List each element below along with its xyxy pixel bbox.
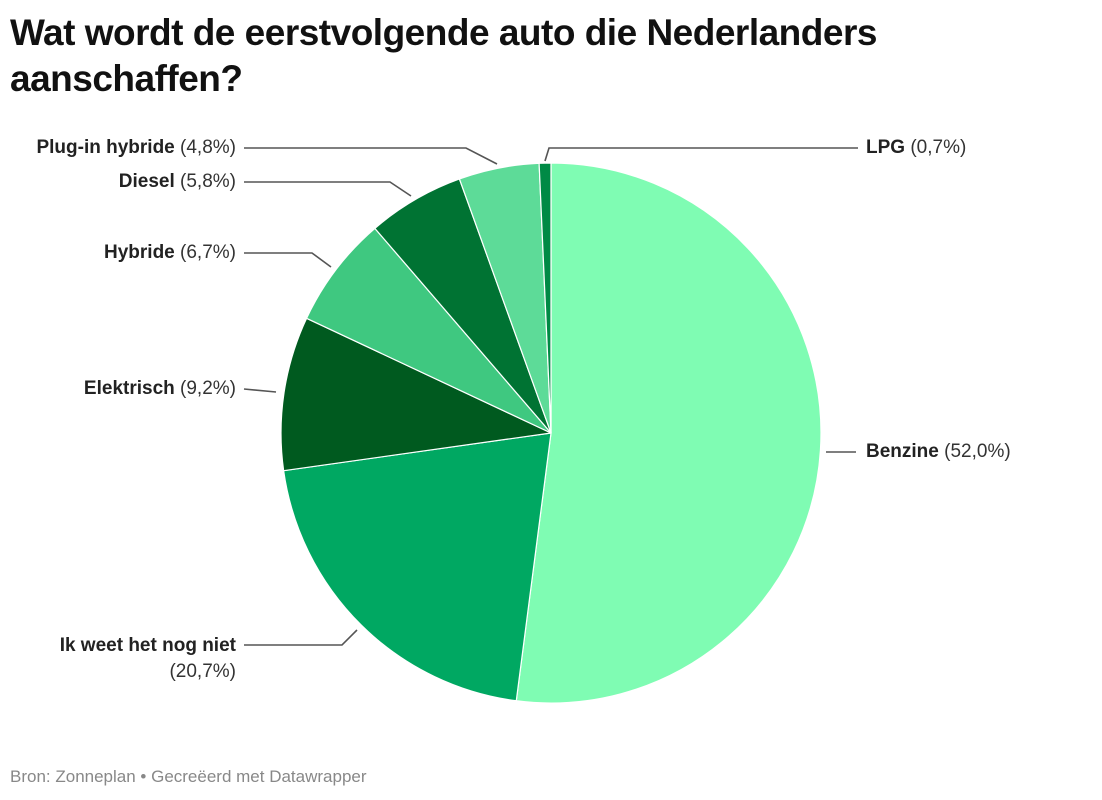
label-hybride-name: Hybride (104, 242, 175, 263)
label-benzine-name: Benzine (866, 441, 939, 462)
chart-title: Wat wordt de eerstvolgende auto die Nede… (10, 12, 877, 99)
label-elektrisch-value: (9,2%) (180, 378, 236, 399)
pie-slice-benzine (515, 162, 822, 704)
leader-line-lpg (544, 147, 858, 162)
pie-slice-elektrisch (280, 317, 552, 472)
label-diesel: Diesel (5,8%) (119, 170, 236, 194)
label-benzine-value: (52,0%) (944, 441, 1011, 462)
leader-line-ik-weet-het-nog-niet (244, 629, 358, 646)
label-plug-in-hybride-value: (4,8%) (180, 137, 236, 158)
pie-slice-hybride (305, 227, 552, 434)
pie-slice-ik-weet-het-nog-niet (283, 432, 552, 702)
leader-line-hybride (244, 252, 332, 268)
label-lpg: LPG (0,7%) (866, 136, 966, 160)
leader-line-diesel (244, 181, 412, 197)
label-plug-in-hybride: Plug-in hybride (4,8%) (36, 136, 236, 160)
label-hybride-value: (6,7%) (180, 242, 236, 263)
footer-source: Bron: Zonneplan • Gecreëerd met Datawrap… (10, 767, 367, 786)
label-benzine: Benzine (52,0%) (866, 440, 1011, 464)
label-lpg-name: LPG (866, 137, 906, 158)
label-elektrisch: Elektrisch (9,2%) (84, 377, 236, 401)
leader-line-plug-in-hybride (244, 147, 498, 165)
label-ik-weet-het-nog-niet-name: Ik weet het nog niet (59, 635, 236, 656)
label-elektrisch-name: Elektrisch (83, 378, 175, 399)
label-ik-weet-het-nog-niet: Ik weet het nog niet (20,7%) (60, 633, 236, 685)
label-plug-in-hybride-name: Plug-in hybride (36, 137, 175, 158)
label-diesel-name: Diesel (118, 171, 175, 192)
label-ik-weet-het-nog-niet-value: (20,7%) (169, 661, 236, 682)
pie-slice-lpg (538, 162, 552, 434)
leader-line-elektrisch (243, 388, 277, 393)
label-hybride: Hybride (6,7%) (104, 241, 236, 265)
leader-lines (243, 147, 858, 646)
label-lpg-value: (0,7%) (910, 137, 967, 158)
pie-slices (280, 162, 822, 704)
label-diesel-value: (5,8%) (180, 171, 236, 192)
